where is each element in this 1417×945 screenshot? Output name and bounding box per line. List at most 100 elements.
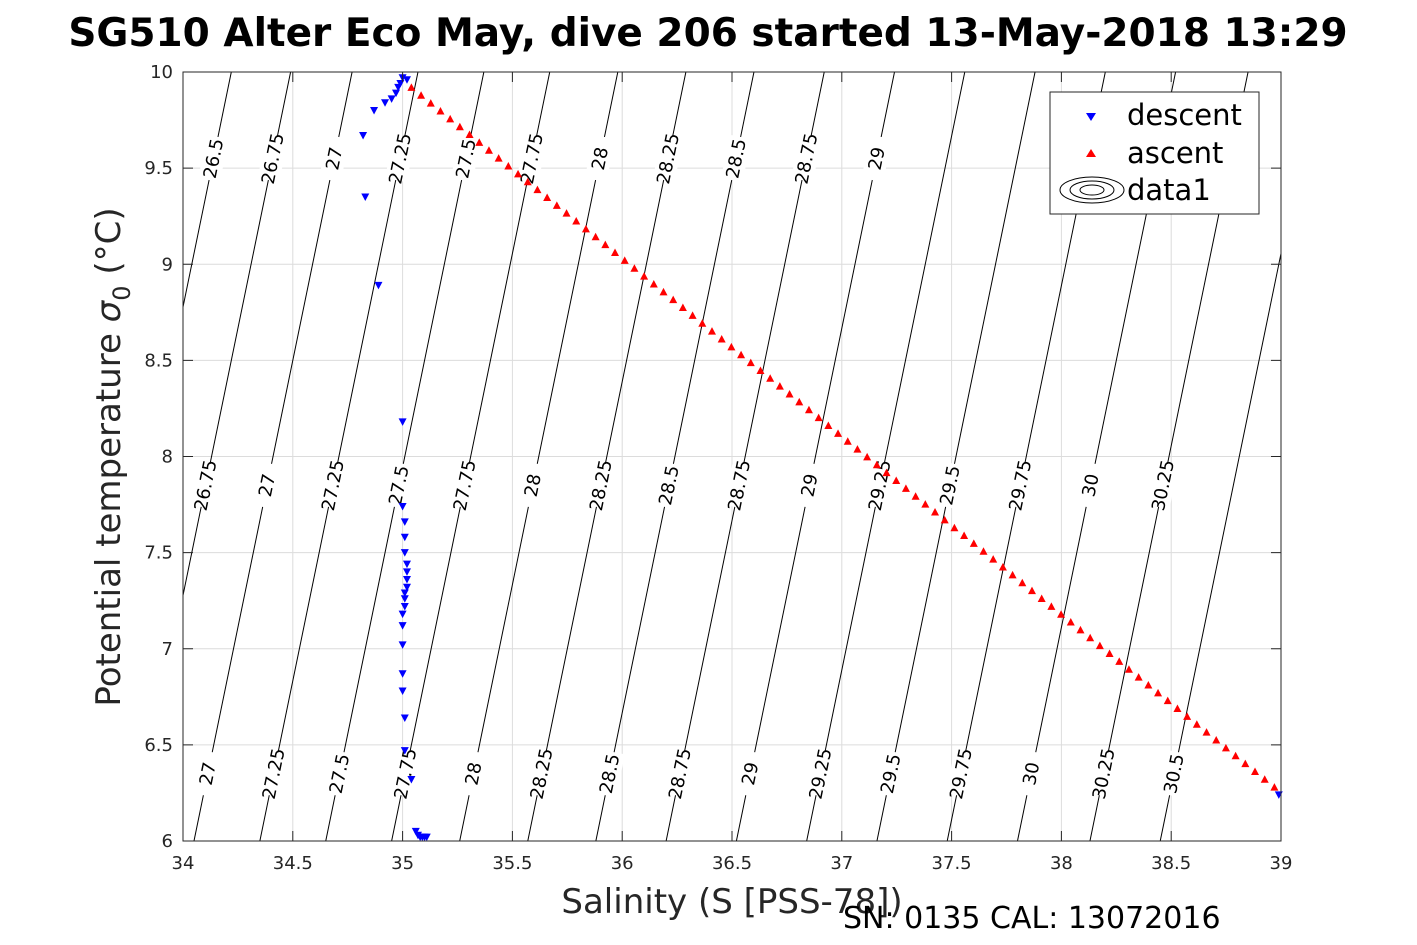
contour-label-bg [594, 749, 625, 798]
contour-label: 28.5 [722, 137, 751, 180]
ascent-point [581, 224, 590, 233]
descent-point [402, 576, 411, 584]
contour-label-bg [449, 461, 480, 510]
ascent-point [843, 437, 852, 445]
ascent-point [659, 287, 668, 296]
ascent-point [746, 358, 755, 367]
ascent-point [775, 382, 784, 390]
y-tick-label: 9.5 [144, 158, 173, 179]
ascent-point [979, 547, 988, 555]
ascent-point [562, 209, 571, 217]
ascent-point [950, 523, 959, 532]
y-tick-label: 8 [162, 447, 173, 468]
x-tick-label: 38 [1050, 853, 1073, 874]
ascent-point [678, 303, 687, 312]
ascent-point [960, 531, 969, 540]
ascent-point [494, 154, 503, 162]
y-axis-label-sigma: σ [89, 299, 129, 322]
contour-label: 27 [255, 472, 280, 499]
contour-label: 28 [588, 145, 613, 172]
descent-point [402, 76, 411, 84]
contour-label: 29.75 [1005, 458, 1036, 513]
ascent-point [1008, 570, 1017, 579]
contour-label: 30.5 [1160, 752, 1189, 795]
contour-line [806, 71, 966, 842]
descent-point [407, 775, 416, 784]
contour-label-bg [390, 749, 421, 798]
contour-label-bg [805, 749, 836, 798]
ascent-point [572, 217, 581, 225]
descent-point [359, 131, 368, 140]
ascent-point [834, 429, 843, 437]
x-axis-label: Salinity (S [PSS-78]) [561, 882, 902, 922]
ascent-point [882, 468, 891, 477]
descent-point [400, 549, 409, 557]
descent-point [1274, 791, 1283, 799]
contour-label-bg [585, 461, 617, 510]
ascent-point [484, 146, 493, 154]
descent-point [400, 602, 409, 611]
contour-label: 29 [797, 472, 822, 499]
ascent-point [601, 240, 610, 249]
contour-line [665, 71, 825, 842]
contour-label: 30.25 [1089, 746, 1120, 801]
contour-line [182, 71, 232, 308]
descent-point [411, 827, 420, 836]
ascent-point [989, 555, 998, 563]
contour-label: 26.75 [258, 131, 289, 186]
descent-series [359, 74, 1283, 842]
ascent-point [785, 390, 794, 398]
x-tick-label: 34 [172, 853, 195, 874]
contour-label-bg [875, 749, 906, 798]
legend-ascent-label: ascent [1127, 136, 1223, 170]
contour-label: 28.25 [586, 458, 617, 513]
ascent-point [611, 248, 620, 256]
contour-line [391, 71, 551, 842]
ascent-point [1154, 688, 1163, 697]
ascent-point [1076, 625, 1085, 634]
ascent-point [1260, 775, 1269, 783]
contour-label: 28.75 [724, 458, 755, 513]
ascent-point [1212, 735, 1221, 744]
y-axis-label-text: Potential temperature [89, 322, 129, 706]
contour-line [193, 71, 353, 842]
y-tick-label: 7.5 [144, 543, 173, 564]
descent-point [400, 533, 409, 542]
ascent-point [649, 279, 658, 288]
descent-point [398, 641, 407, 649]
contour-label: 28.5 [596, 752, 625, 795]
contour-label: 28 [461, 760, 486, 787]
chart-title: SG510 Alter Eco May, dive 206 started 13… [68, 11, 1347, 56]
y-tick-label: 10 [150, 62, 173, 83]
contour-label: 29 [738, 760, 763, 787]
contour-label-bg [724, 461, 755, 510]
contour-label: 28.25 [527, 746, 558, 801]
contour-label-bg [526, 749, 557, 798]
contour-label-bg [192, 749, 224, 798]
contour-label-bg [945, 749, 977, 798]
contour-line [527, 71, 687, 842]
y-axis-label-subscript: 0 [108, 285, 136, 300]
descent-point [398, 622, 407, 630]
descent-point [398, 418, 407, 426]
ascent-point [872, 460, 881, 469]
contour-label: 29.25 [865, 458, 896, 513]
contour-label: 29.25 [806, 746, 837, 801]
contour-label-bg [251, 461, 283, 510]
legend[interactable]: descent ascent data1 [1049, 91, 1260, 215]
contour-label-bg [653, 461, 685, 510]
descent-point [394, 83, 403, 92]
contour-label-bg [317, 461, 349, 510]
legend-contour-icon [1059, 176, 1125, 204]
ascent-point [1270, 783, 1279, 791]
x-tick-label: 36 [611, 853, 634, 874]
contour-label-bg [861, 134, 892, 183]
ascent-point [1047, 602, 1056, 610]
ascent-point [630, 264, 639, 272]
ascent-point [1241, 759, 1250, 768]
x-tick-label: 34.5 [273, 853, 313, 874]
contour-label: 27.25 [259, 746, 290, 801]
ascent-point [1134, 673, 1143, 681]
descent-point [387, 95, 396, 103]
